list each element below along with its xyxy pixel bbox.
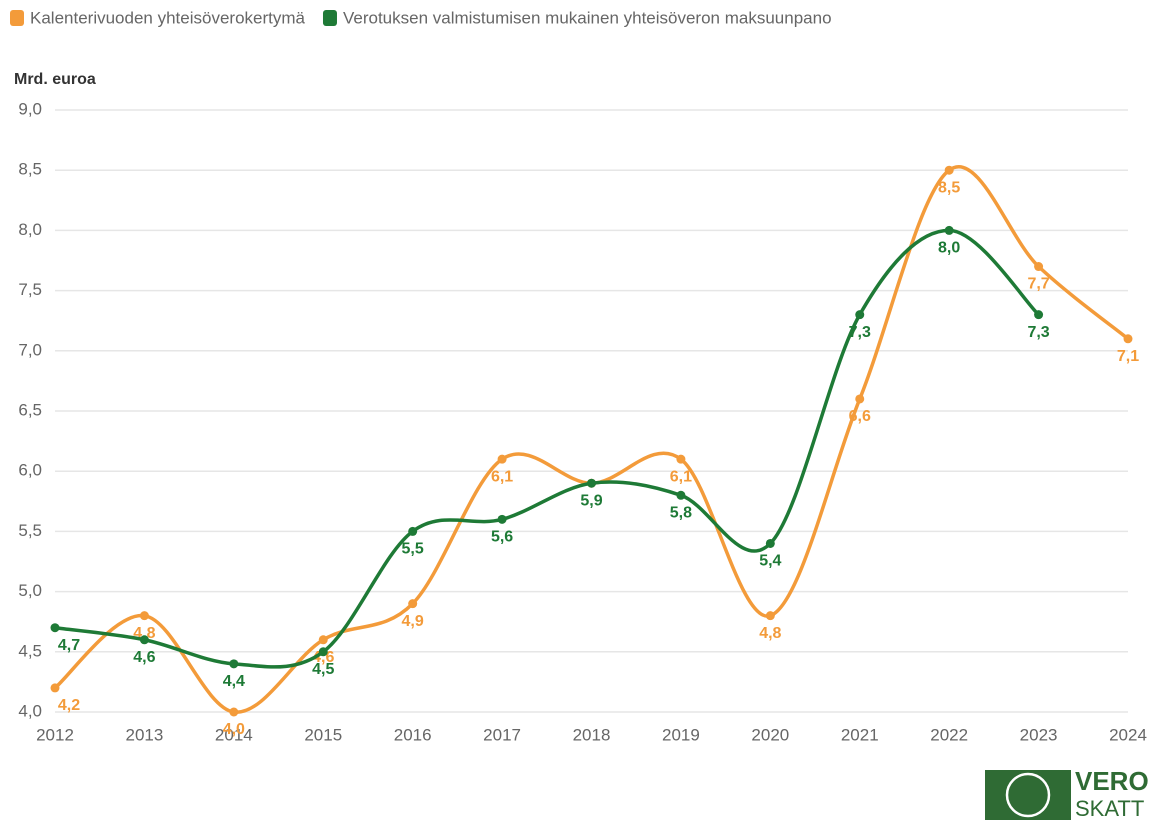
data-point (408, 526, 418, 536)
data-point (408, 599, 418, 609)
y-axis-label: Mrd. euroa (14, 71, 96, 88)
data-point (318, 647, 328, 657)
data-label: 8,5 (938, 179, 960, 196)
data-point (944, 225, 954, 235)
y-tick-label: 7,5 (18, 280, 42, 299)
data-label: 5,4 (759, 553, 781, 570)
x-tick-label: 2015 (304, 725, 342, 744)
x-tick-label: 2014 (215, 725, 253, 744)
data-point (587, 478, 596, 488)
logo-text: SKATT (1075, 796, 1144, 821)
data-label: 4,8 (759, 625, 781, 642)
data-point (765, 611, 775, 621)
legend-swatch (322, 10, 337, 26)
x-tick-label: 2022 (930, 725, 968, 744)
data-label: 6,1 (670, 468, 692, 485)
data-label: 7,7 (1027, 276, 1049, 293)
data-point (676, 454, 686, 464)
data-point (139, 611, 149, 621)
data-point (229, 707, 239, 717)
data-point (139, 635, 149, 645)
data-label: 4,6 (133, 649, 155, 666)
data-point (50, 683, 60, 693)
legend-label: Kalenterivuoden yhteisöverokertymä (30, 8, 306, 27)
x-tick-label: 2019 (662, 725, 700, 744)
y-tick-label: 5,0 (18, 581, 42, 600)
y-tick-label: 9,0 (18, 99, 42, 118)
y-tick-label: 6,0 (18, 461, 42, 480)
x-tick-label: 2012 (36, 725, 74, 744)
data-label: 4,9 (402, 613, 424, 630)
data-label: 7,1 (1117, 348, 1139, 365)
x-tick-label: 2021 (841, 725, 879, 744)
data-point (229, 659, 239, 669)
data-label: 4,7 (58, 637, 80, 654)
y-tick-label: 4,0 (18, 701, 42, 720)
data-point (676, 490, 686, 500)
logo-text: VERO (1075, 766, 1149, 796)
data-point (944, 165, 954, 175)
data-point (1034, 262, 1044, 272)
data-label: 5,6 (491, 529, 513, 546)
series-line (54, 228, 1040, 669)
data-point (497, 514, 507, 524)
x-tick-label: 2020 (751, 725, 789, 744)
y-tick-label: 7,0 (18, 340, 42, 359)
x-tick-label: 2023 (1020, 725, 1058, 744)
data-label: 6,6 (849, 408, 871, 425)
data-label: 7,3 (1027, 324, 1049, 341)
data-label: 4,0 (223, 721, 245, 738)
x-tick-label: 2018 (573, 725, 611, 744)
data-point (50, 623, 60, 633)
data-point (1034, 310, 1044, 320)
data-point (318, 635, 328, 645)
data-label: 5,9 (580, 492, 602, 509)
y-tick-label: 5,5 (18, 521, 42, 540)
x-tick-label: 2024 (1109, 725, 1147, 744)
logo-emblem (1005, 772, 1051, 818)
x-tick-label: 2017 (483, 725, 521, 744)
data-label: 4,5 (312, 661, 334, 678)
series-line (53, 165, 1130, 714)
y-tick-label: 6,5 (18, 400, 42, 419)
data-label: 5,5 (402, 541, 424, 558)
x-tick-label: 2016 (394, 725, 432, 744)
y-tick-label: 8,5 (18, 160, 42, 179)
legend-swatch (10, 10, 24, 26)
data-label: 4,6 (312, 649, 334, 666)
y-tick-label: 8,0 (18, 220, 42, 239)
data-point (765, 538, 775, 548)
legend-label: Verotuksen valmistumisen mukainen yhteis… (343, 8, 832, 27)
data-point (855, 310, 865, 320)
data-point (855, 394, 865, 404)
data-label: 7,3 (849, 324, 871, 341)
data-label: 4,4 (223, 673, 245, 690)
data-point (1123, 334, 1133, 344)
data-label: 6,1 (491, 468, 513, 485)
data-label: 5,8 (670, 504, 692, 521)
x-tick-label: 2013 (126, 725, 164, 744)
data-label: 8,0 (938, 240, 960, 257)
data-point (497, 454, 507, 464)
y-tick-label: 4,5 (18, 641, 42, 660)
data-label: 4,2 (58, 697, 80, 714)
logo: VERO SKATT (985, 766, 1149, 821)
logo-box (985, 770, 1071, 820)
